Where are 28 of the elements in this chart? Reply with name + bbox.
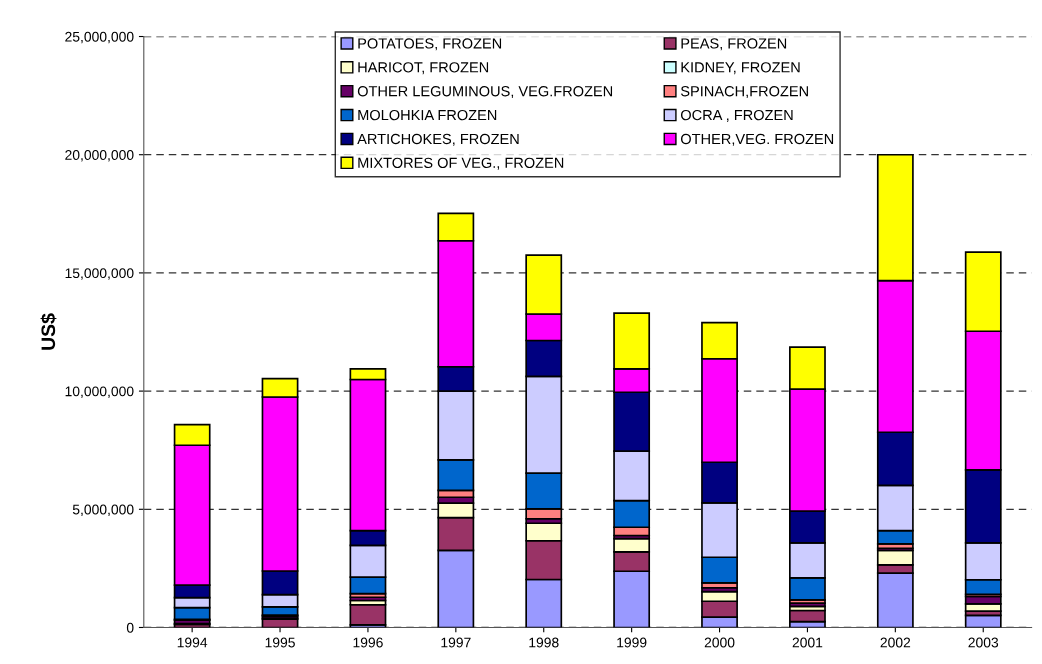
legend-label: PEAS, FROZEN	[681, 38, 787, 51]
legend-label: ARTICHOKES, FROZEN	[357, 133, 519, 146]
x-tick-label: 2000	[704, 637, 735, 648]
legend-label: HARICOT, FROZEN	[358, 62, 489, 75]
legend-label: POTATOES, FROZEN	[358, 38, 502, 51]
x-tick-label: 2003	[968, 637, 999, 648]
y-tick-label: 5,000,000	[72, 504, 134, 517]
x-tick-label: 1996	[353, 637, 383, 648]
legend-label: OTHER LEGUMINOUS, VEG.FROZEN	[357, 86, 613, 99]
y-axis-title: US$	[40, 313, 57, 350]
y-tick-label: 20,000,000	[65, 150, 134, 162]
legend-label: KIDNEY, FROZEN	[681, 62, 800, 75]
x-tick-label: 2002	[880, 637, 911, 648]
legend-label: OCRA , FROZEN	[680, 109, 793, 122]
x-tick-label: 2001	[792, 637, 823, 648]
legend-label: SPINACH,FROZEN	[680, 86, 808, 99]
x-tick-label: 1999	[617, 637, 647, 648]
x-tick-label: 1995	[265, 637, 295, 648]
y-tick-label: 25,000,000	[65, 31, 134, 44]
y-tick-label: 10,000,000	[65, 386, 134, 398]
x-tick-label: 1997	[441, 637, 471, 648]
legend-label: MIXTORES OF VEG., FROZEN	[358, 157, 564, 170]
x-tick-label: 1998	[529, 637, 559, 648]
legend-label: OTHER,VEG. FROZEN	[680, 133, 834, 146]
x-tick-label: 1994	[177, 637, 208, 648]
legend-label: MOLOHKIA FROZEN	[358, 109, 497, 121]
y-tick-label: 0	[126, 622, 134, 633]
y-tick-label: 15,000,000	[65, 268, 134, 280]
